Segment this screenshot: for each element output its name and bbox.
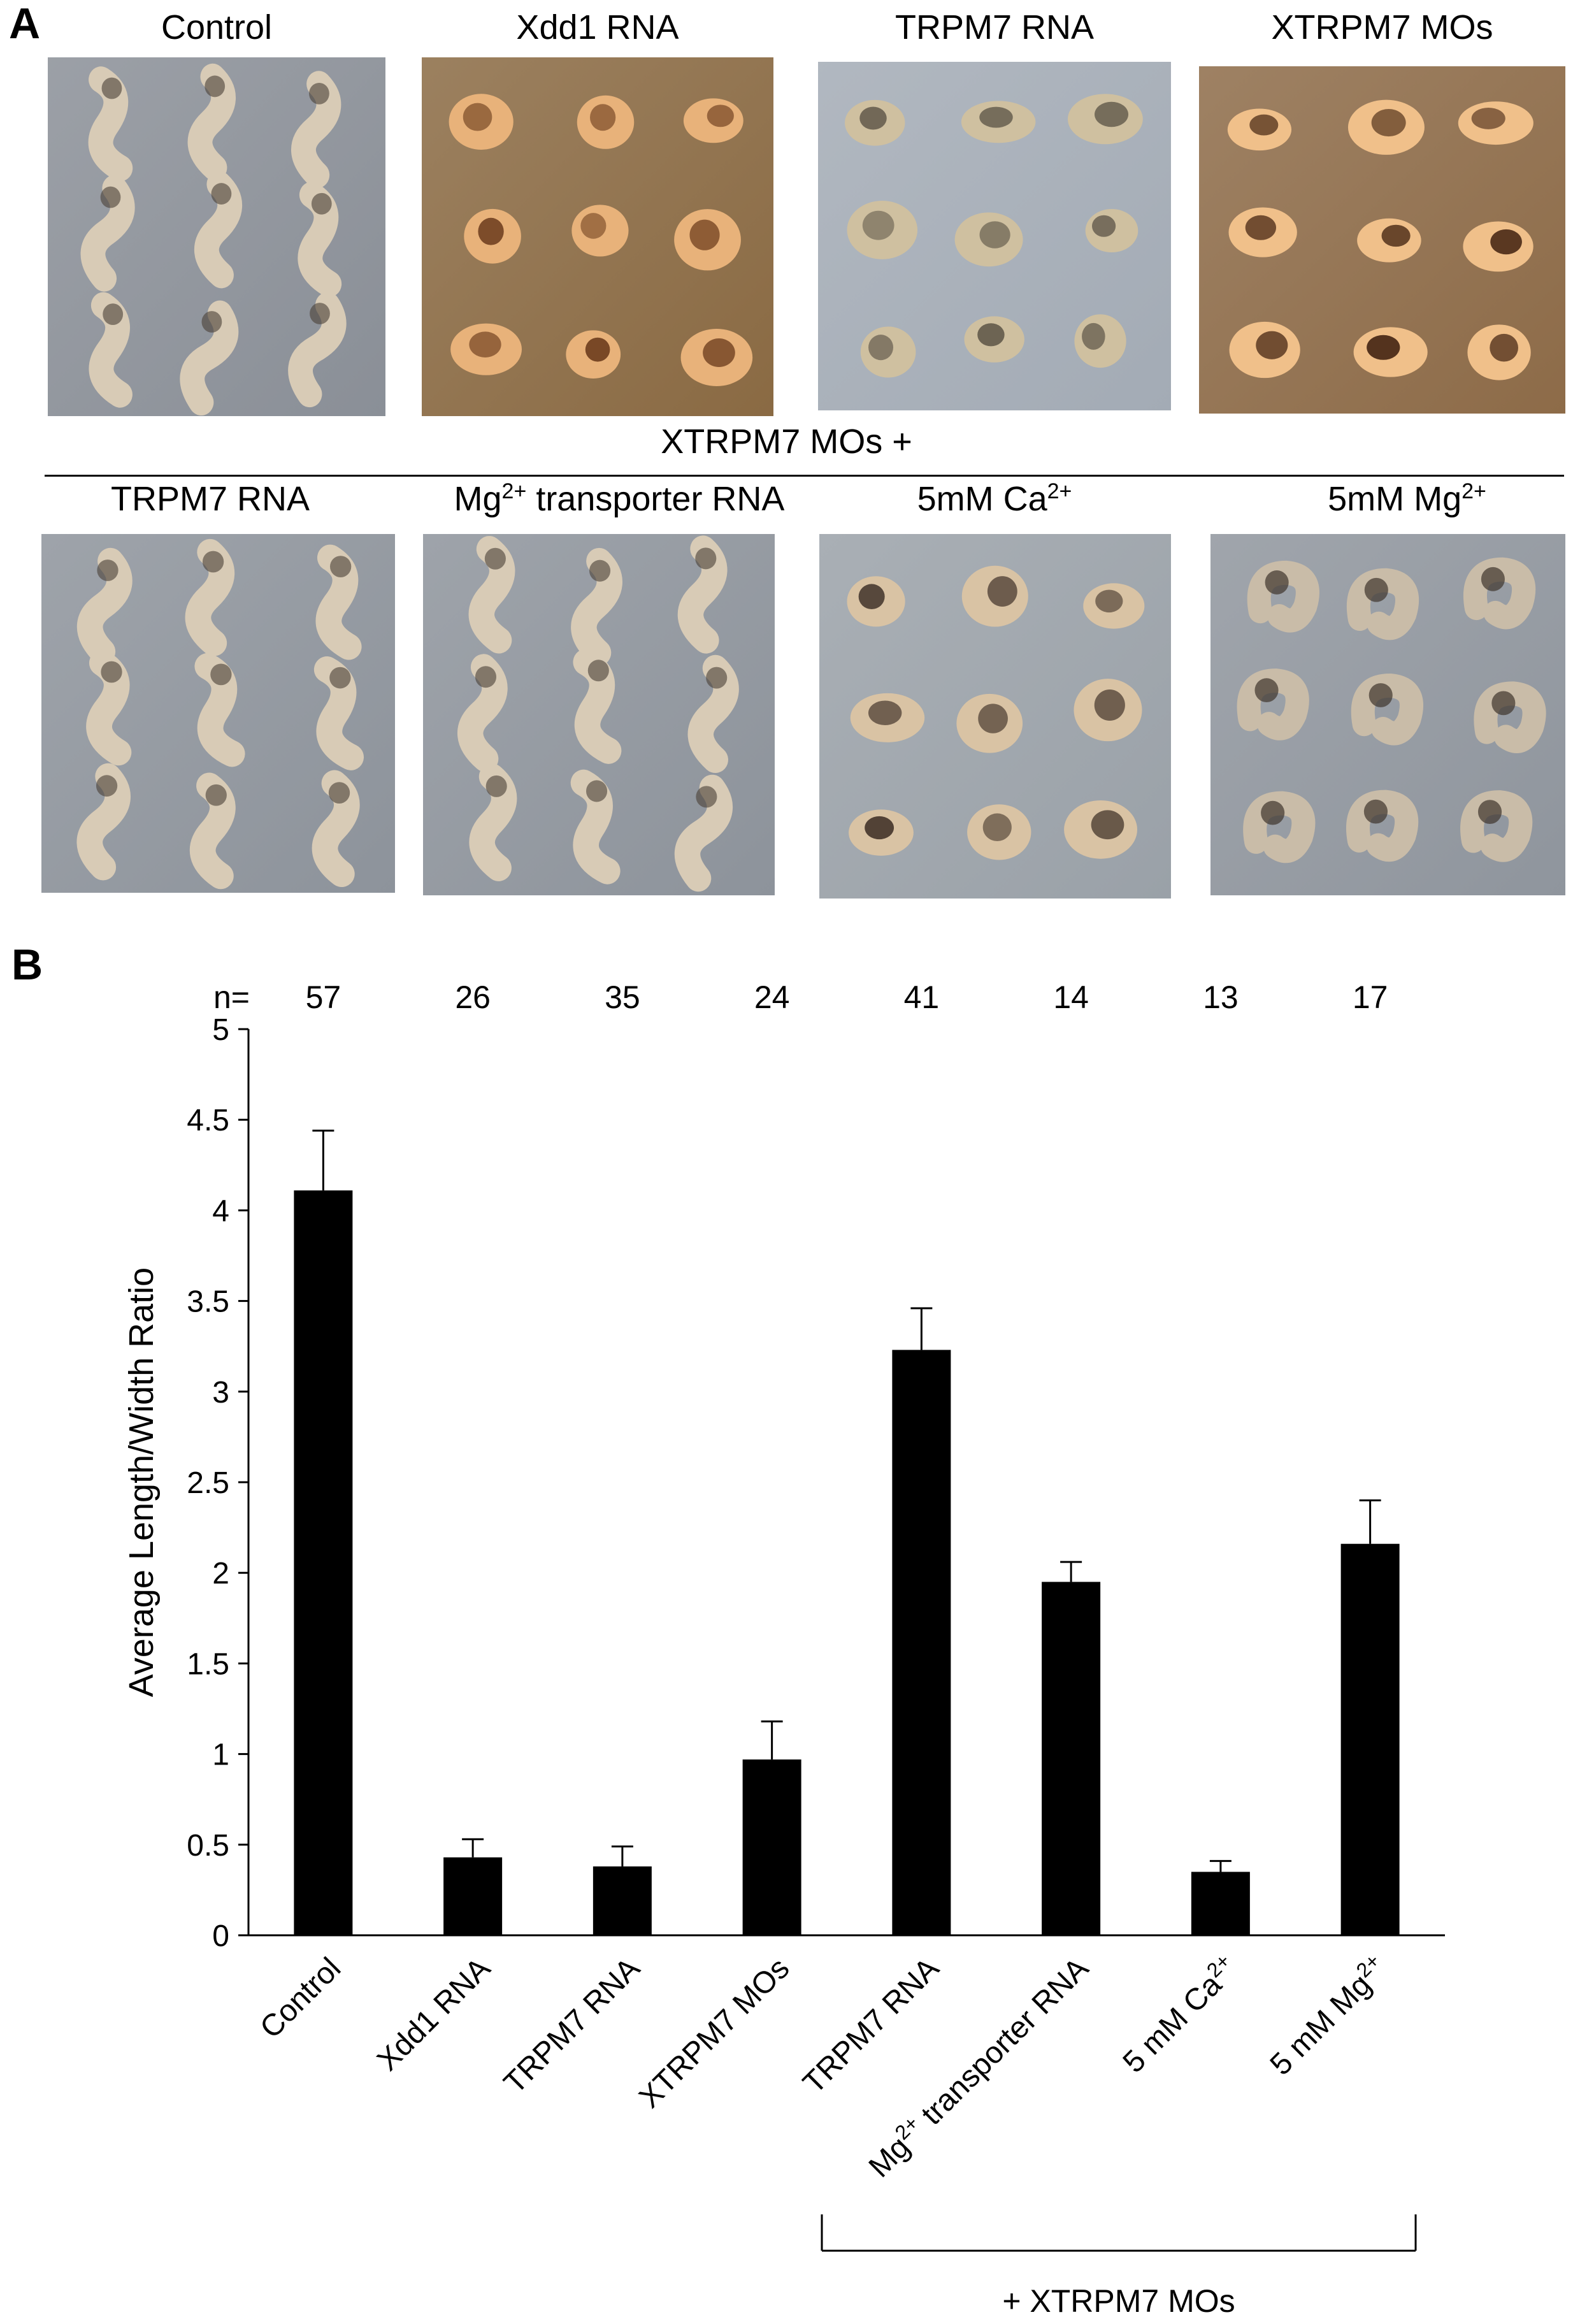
bar-4 xyxy=(892,1350,951,1935)
category-label-6: 5 mM Ca2+ xyxy=(1114,1949,1244,2079)
embryo-photo-trpm7-rna xyxy=(818,62,1171,410)
bar-2 xyxy=(593,1866,652,1935)
category-label-1: Xdd1 RNA xyxy=(371,1951,497,2077)
bar-6 xyxy=(1191,1872,1250,1935)
n-prefix: n= xyxy=(213,979,250,1015)
mg5-title-pre: 5mM Mg xyxy=(1328,480,1462,518)
embryo-photo-5mm-ca xyxy=(819,534,1171,899)
ca-title-pre: 5mM Ca xyxy=(917,480,1047,518)
y-tick-label: 4.5 xyxy=(187,1104,229,1137)
photo-title-mg-transporter-rna: Mg2+ transporter RNA xyxy=(422,479,817,519)
y-tick-label: 3.5 xyxy=(187,1285,229,1319)
group-bracket-label: + XTRPM7 MOs xyxy=(1002,2283,1235,2319)
n-value-4: 41 xyxy=(904,979,940,1015)
y-tick-label: 1 xyxy=(212,1738,229,1772)
n-value-1: 26 xyxy=(455,979,491,1015)
bar-0 xyxy=(294,1190,353,1935)
y-tick-label: 1.5 xyxy=(187,1647,229,1681)
y-tick-label: 4 xyxy=(212,1194,229,1228)
group-label-xtrpm7-mos: XTRPM7 MOs + xyxy=(661,422,912,461)
y-tick-label: 0.5 xyxy=(187,1829,229,1863)
embryo-photo-rescue-trpm7-rna xyxy=(41,534,395,893)
ca-title-sup: 2+ xyxy=(1047,479,1072,503)
photo-title-trpm7-rna: TRPM7 RNA xyxy=(894,8,1095,47)
panel-b-letter: B xyxy=(11,941,43,989)
group-divider-line xyxy=(45,475,1564,477)
n-value-5: 14 xyxy=(1053,979,1089,1015)
y-tick-label: 2.5 xyxy=(187,1466,229,1500)
embryo-photo-xdd1-rna xyxy=(422,57,773,416)
photo-title-5mm-mg: 5mM Mg2+ xyxy=(1249,479,1565,519)
n-value-6: 13 xyxy=(1203,979,1239,1015)
category-label-4: TRPM7 RNA xyxy=(797,1951,946,2100)
y-tick-label: 2 xyxy=(212,1557,229,1591)
n-value-0: 57 xyxy=(306,979,341,1015)
embryo-photo-xtrpm7-mos xyxy=(1199,66,1565,414)
photo-title-xtrpm7-mos: XTRPM7 MOs xyxy=(1271,8,1493,47)
embryo-photo-5mm-mg xyxy=(1210,534,1565,895)
y-tick-label: 0 xyxy=(212,1919,229,1953)
photo-title-xdd1-rna: Xdd1 RNA xyxy=(516,8,679,47)
bar-1 xyxy=(443,1857,503,1935)
y-axis-label: Average Length/Width Ratio xyxy=(122,1267,161,1697)
category-label-2: TRPM7 RNA xyxy=(498,1951,647,2100)
mg-title-sup: 2+ xyxy=(501,479,527,503)
bar-7 xyxy=(1340,1543,1400,1935)
category-label-7: 5 mM Mg2+ xyxy=(1261,1949,1394,2082)
photo-title-rescue-trpm7-rna-text: TRPM7 RNA xyxy=(110,480,310,518)
photo-title-5mm-ca: 5mM Ca2+ xyxy=(818,479,1171,519)
n-value-7: 17 xyxy=(1353,979,1388,1015)
n-value-3: 24 xyxy=(754,979,790,1015)
bar-3 xyxy=(742,1759,801,1935)
photo-title-control: Control xyxy=(161,8,273,47)
photo-title-rescue-trpm7-rna: TRPM7 RNA xyxy=(41,479,379,519)
bar-5 xyxy=(1042,1582,1101,1935)
category-label-3: XTRPM7 MOs xyxy=(633,1951,796,2114)
mg5-title-sup: 2+ xyxy=(1462,479,1486,503)
y-tick-label: 5 xyxy=(212,1013,229,1047)
mg-title-pre: Mg xyxy=(454,480,502,518)
embryo-photo-mg-transporter-rna xyxy=(423,534,775,895)
embryo-photo-control xyxy=(48,57,385,416)
category-label-0: Control xyxy=(254,1951,347,2045)
panel-a-letter: A xyxy=(9,0,41,48)
n-value-2: 35 xyxy=(605,979,640,1015)
mg-title-post: transporter RNA xyxy=(526,480,785,518)
y-tick-label: 3 xyxy=(212,1376,229,1410)
